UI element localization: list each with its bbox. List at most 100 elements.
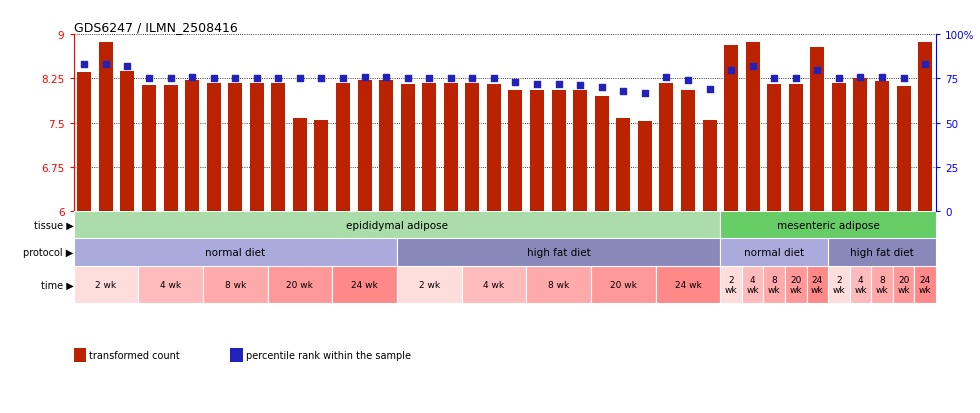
Text: high fat diet: high fat diet <box>526 248 591 258</box>
Bar <box>763 266 785 304</box>
Point <box>831 76 847 83</box>
Bar <box>336 83 350 211</box>
Point <box>896 76 911 83</box>
Point <box>659 74 674 81</box>
Bar <box>74 239 397 266</box>
Point <box>766 76 782 83</box>
Bar <box>77 74 91 211</box>
Bar <box>573 91 587 211</box>
Bar <box>810 48 824 211</box>
Text: 2 wk: 2 wk <box>95 280 117 290</box>
Bar <box>379 81 393 211</box>
Bar <box>271 83 285 211</box>
Bar <box>785 266 807 304</box>
Text: 2 wk: 2 wk <box>418 280 440 290</box>
Bar <box>401 85 415 211</box>
Point <box>98 62 114 69</box>
Bar <box>720 239 828 266</box>
Bar <box>828 239 936 266</box>
Text: 8
wk: 8 wk <box>768 275 780 294</box>
Bar <box>487 85 501 211</box>
Text: 8 wk: 8 wk <box>548 280 569 290</box>
Point <box>615 88 631 95</box>
Text: tissue ▶: tissue ▶ <box>33 220 74 230</box>
Bar <box>871 266 893 304</box>
Bar <box>509 91 522 211</box>
Bar <box>315 120 328 211</box>
Bar <box>746 43 760 211</box>
Point <box>378 74 394 81</box>
Bar <box>914 266 936 304</box>
Point <box>594 85 610 91</box>
Point <box>874 74 890 81</box>
Bar <box>462 266 526 304</box>
Bar <box>397 266 462 304</box>
Text: transformed count: transformed count <box>89 350 180 360</box>
Bar <box>74 211 720 239</box>
Bar <box>552 91 565 211</box>
Text: 4
wk: 4 wk <box>855 275 866 294</box>
Bar <box>720 211 936 239</box>
Bar <box>207 84 220 211</box>
Point <box>702 86 717 93</box>
Point <box>270 76 286 83</box>
Point <box>292 76 308 83</box>
Bar <box>789 85 803 211</box>
Point <box>680 78 696 84</box>
Bar <box>616 119 630 211</box>
Point <box>163 76 178 83</box>
Bar <box>875 82 889 211</box>
Bar <box>164 86 177 211</box>
Bar <box>332 266 397 304</box>
Bar <box>268 266 332 304</box>
Text: 24 wk: 24 wk <box>351 280 378 290</box>
Bar <box>807 266 828 304</box>
Bar <box>595 97 609 211</box>
Text: 4
wk: 4 wk <box>747 275 759 294</box>
Text: 8
wk: 8 wk <box>876 275 888 294</box>
Point <box>357 74 372 81</box>
Bar <box>767 85 781 211</box>
Bar <box>397 239 720 266</box>
Point <box>76 62 92 69</box>
Bar <box>828 266 850 304</box>
Text: 24
wk: 24 wk <box>811 275 823 294</box>
Bar <box>703 120 716 211</box>
Bar <box>293 119 307 211</box>
Bar <box>99 43 113 211</box>
Point <box>141 76 157 83</box>
Text: protocol ▶: protocol ▶ <box>24 248 74 258</box>
Point <box>120 64 135 70</box>
Text: 2
wk: 2 wk <box>833 275 845 294</box>
Bar <box>142 86 156 211</box>
Point <box>572 83 588 90</box>
Point <box>335 76 351 83</box>
Text: 4 wk: 4 wk <box>483 280 505 290</box>
Bar <box>724 46 738 211</box>
Bar <box>228 84 242 211</box>
Point <box>551 81 566 88</box>
Point <box>227 76 243 83</box>
Text: GDS6247 / ILMN_2508416: GDS6247 / ILMN_2508416 <box>74 21 237 34</box>
Bar <box>893 266 914 304</box>
Bar <box>638 121 652 211</box>
Text: normal diet: normal diet <box>205 248 266 258</box>
Point <box>529 81 545 88</box>
Bar <box>185 81 199 211</box>
Bar <box>897 87 910 211</box>
Point <box>400 76 416 83</box>
Bar <box>742 266 763 304</box>
Text: 2
wk: 2 wk <box>725 275 737 294</box>
Point <box>184 74 200 81</box>
Bar <box>720 266 742 304</box>
Bar <box>203 266 268 304</box>
Bar <box>832 84 846 211</box>
Text: time ▶: time ▶ <box>41 280 74 290</box>
Bar <box>681 91 695 211</box>
Bar <box>422 84 436 211</box>
Text: percentile rank within the sample: percentile rank within the sample <box>246 350 411 360</box>
Bar <box>850 266 871 304</box>
Text: epididymal adipose: epididymal adipose <box>346 220 448 230</box>
Point <box>314 76 329 83</box>
Point <box>465 76 480 83</box>
